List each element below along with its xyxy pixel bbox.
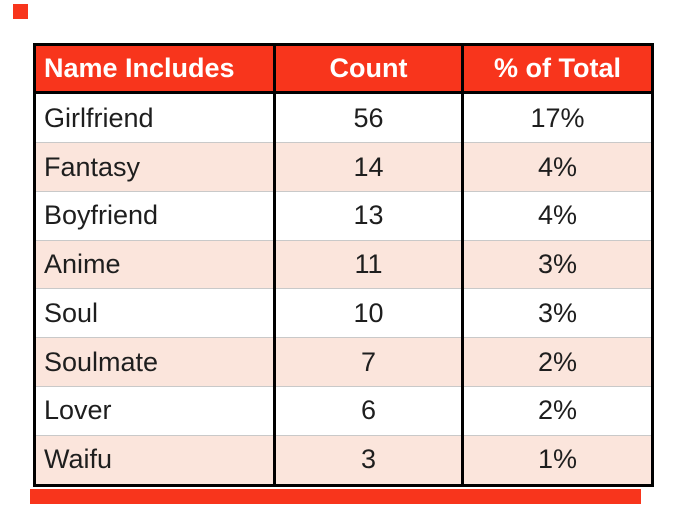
cell-count: 13: [273, 191, 463, 241]
cell-percent: 17%: [461, 92, 653, 143]
name-frequency-table: Name Includes Count % of Total Girlfrien…: [33, 43, 654, 487]
cell-name: Anime: [34, 239, 275, 289]
table-row: Anime 11 3%: [34, 239, 653, 289]
cell-count: 10: [273, 288, 463, 338]
table-body: Girlfriend 56 17% Fantasy 14 4% Boyfrien…: [34, 92, 653, 486]
table-header: Name Includes Count % of Total: [34, 44, 653, 94]
cell-name: Lover: [34, 385, 275, 436]
column-header-name-includes: Name Includes: [34, 44, 275, 94]
column-header-percent-of-total: % of Total: [461, 44, 653, 94]
cell-count: 11: [273, 239, 463, 289]
cell-count: 7: [273, 337, 463, 387]
table-row: Soul 10 3%: [34, 288, 653, 338]
cell-name: Soulmate: [34, 337, 275, 387]
table-row: Lover 6 2%: [34, 385, 653, 436]
cell-name: Boyfriend: [34, 191, 275, 241]
cell-percent: 3%: [461, 288, 653, 338]
cell-percent: 2%: [461, 385, 653, 436]
cell-count: 14: [273, 142, 463, 192]
red-corner-marker: [13, 4, 28, 19]
red-bottom-bar: [30, 489, 641, 504]
cell-name: Waifu: [34, 434, 275, 486]
table-row: Boyfriend 13 4%: [34, 191, 653, 241]
cell-percent: 4%: [461, 142, 653, 192]
cell-percent: 1%: [461, 434, 653, 486]
table-row: Waifu 3 1%: [34, 434, 653, 486]
cell-percent: 3%: [461, 239, 653, 289]
table-row: Soulmate 7 2%: [34, 337, 653, 387]
column-header-count: Count: [273, 44, 463, 94]
cell-count: 56: [273, 92, 463, 143]
cell-count: 3: [273, 434, 463, 486]
cell-name: Soul: [34, 288, 275, 338]
cell-name: Girlfriend: [44, 102, 154, 133]
cell-percent: 4%: [461, 191, 653, 241]
table-row: Girlfriend 56 17%: [35, 92, 653, 143]
cell-name: Fantasy: [34, 142, 275, 192]
table-row: Fantasy 14 4%: [34, 142, 653, 192]
header-row: Name Includes Count % of Total: [34, 44, 653, 94]
cell-count: 6: [273, 385, 463, 436]
cell-percent: 2%: [461, 337, 653, 387]
